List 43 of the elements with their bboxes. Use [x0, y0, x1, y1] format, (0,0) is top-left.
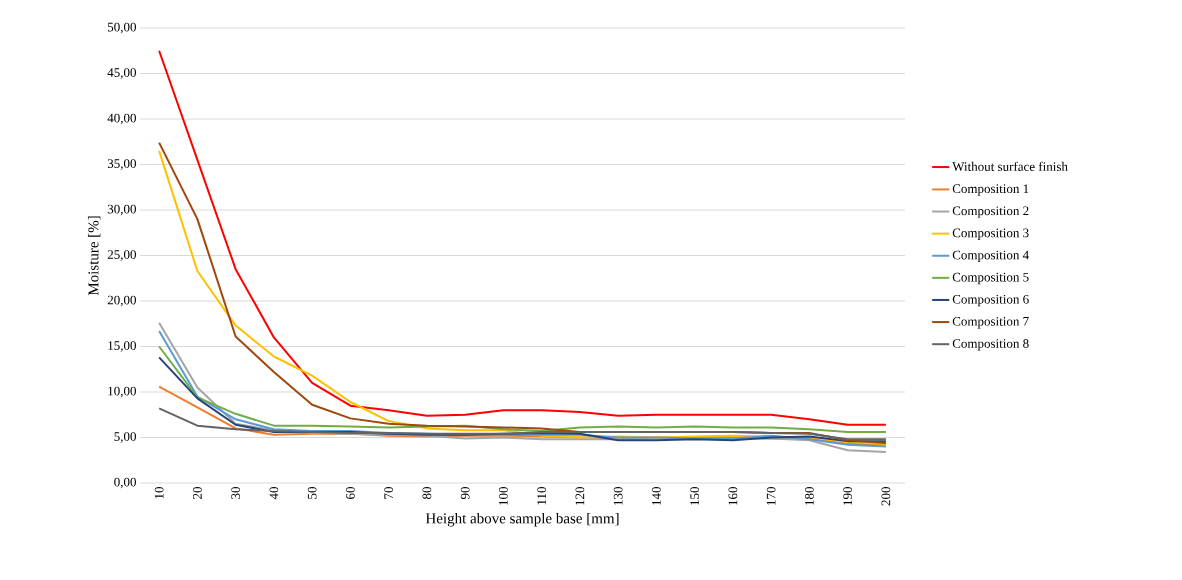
- x-tick-label: 80: [422, 487, 432, 500]
- y-tick-label: 0,00: [114, 477, 136, 489]
- x-tick-label: 140: [652, 487, 661, 505]
- y-tick-label: 45,00: [107, 68, 136, 79]
- x-tick-label: 100: [499, 487, 508, 505]
- x-tick-label: 150: [690, 487, 700, 505]
- legend-label: Composition 5: [952, 272, 1029, 285]
- x-tick-label: 20: [193, 487, 202, 499]
- legend-label: Composition 1: [952, 184, 1029, 196]
- legend-label: Composition 7: [952, 317, 1029, 329]
- x-tick-label: 190: [843, 487, 853, 505]
- x-tick-label: 170: [766, 487, 776, 505]
- x-tick-label: 70: [384, 487, 394, 499]
- y-tick-label: 50,00: [107, 22, 136, 34]
- line-series: [158, 345, 887, 434]
- x-tick-label: 200: [881, 487, 891, 506]
- x-tick-label: 130: [613, 487, 623, 505]
- y-tick-label: 20,00: [107, 295, 136, 307]
- x-tick-label: 90: [460, 487, 470, 500]
- y-axis-title: Moisture [%]: [87, 216, 101, 296]
- y-tick-label: 15,00: [108, 341, 136, 352]
- legend-label: Composition 2: [952, 206, 1029, 218]
- x-tick-label: 60: [346, 487, 355, 499]
- legend-label: Composition 3: [952, 228, 1029, 240]
- x-axis-title: Height above sample base [mm]: [425, 512, 619, 527]
- y-tick-label: 35,00: [107, 159, 136, 170]
- y-tick-label: 30,00: [107, 204, 136, 216]
- x-tick-label: 40: [269, 487, 279, 500]
- x-tick-label: 30: [231, 487, 241, 499]
- legend-label: Composition 4: [952, 250, 1029, 263]
- legend-label: Without surface finish: [952, 161, 1068, 172]
- x-tick-label: 120: [575, 487, 585, 505]
- y-tick-label: 25,00: [107, 250, 136, 261]
- x-tick-label: 50: [307, 487, 317, 499]
- legend-label: Composition 6: [952, 294, 1029, 307]
- y-tick-label: 40,00: [107, 113, 136, 125]
- x-tick-label: 180: [805, 487, 814, 505]
- x-tick-label: 10: [154, 487, 164, 499]
- x-tick-label: 160: [728, 487, 738, 505]
- x-tick-label: 110: [537, 487, 547, 505]
- y-tick-label: 5,00: [114, 432, 136, 443]
- y-tick-label: 10,00: [108, 386, 136, 398]
- legend-label: Composition 8: [952, 339, 1029, 351]
